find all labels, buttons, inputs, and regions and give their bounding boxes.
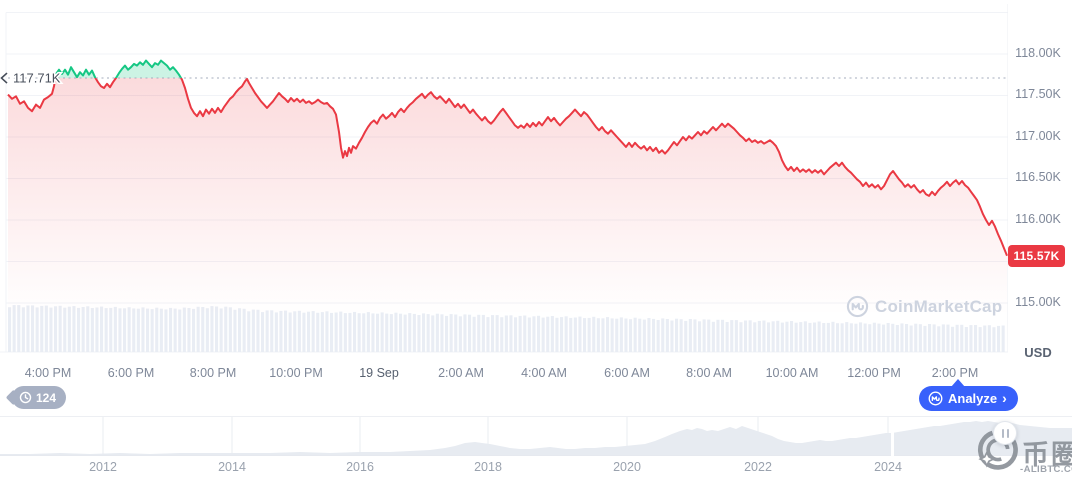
site-watermark: 币圈网 -ALIBTC.COM- — [966, 417, 1072, 477]
cmc-watermark-logo-icon — [846, 295, 869, 318]
open-price-label: 117.71K — [13, 71, 61, 86]
history-count-value: 124 — [36, 390, 57, 405]
y-axis-tick: 117.50K — [1015, 87, 1061, 102]
analyze-tooltip-pointer — [951, 379, 965, 387]
x-axis-tick: 8:00 AM — [686, 366, 732, 380]
clock-icon — [19, 391, 32, 404]
history-minimap[interactable] — [0, 417, 1072, 456]
x-axis-tick: 8:00 PM — [189, 366, 237, 380]
analyze-label: Analyze — [948, 391, 998, 406]
year-label: 2022 — [744, 460, 772, 474]
cmc-watermark: CoinMarketCap — [846, 295, 1002, 318]
price-chart[interactable]: 117.71K — [0, 0, 1008, 360]
x-axis-tick: 2:00 AM — [438, 366, 484, 380]
year-label: 2014 — [218, 460, 246, 474]
site-name: 币圈网 — [1022, 440, 1072, 470]
x-axis: 4:00 PM 6:00 PM 8:00 PM 10:00 PM 19 Sep 2:00 … — [0, 364, 1008, 382]
year-label: 2020 — [613, 460, 641, 474]
x-axis-tick: 4:00 AM — [521, 366, 567, 380]
range-slider[interactable]: 2012 2014 2016 2018 2020 2022 2024 币圈网 -ALIBTC… — [0, 416, 1072, 477]
chevron-right-icon: › — [1002, 390, 1007, 406]
last-price-badge: 115.57K — [1008, 244, 1065, 267]
x-axis-tick: 4:00 PM — [24, 366, 72, 380]
last-price-value: 115.57K — [1013, 248, 1060, 263]
site-logo-icon — [977, 429, 1018, 470]
x-axis-tick: 6:00 AM — [604, 366, 650, 380]
x-axis-tick: 10:00 PM — [269, 366, 323, 380]
y-axis-tick: 116.00K — [1015, 212, 1061, 226]
drag-handle-icon — [1006, 428, 1009, 438]
x-axis-tick: 12:00 PM — [847, 366, 901, 380]
cmc-watermark-text: CoinMarketCap — [875, 296, 1003, 316]
drag-handle-icon — [1001, 428, 1004, 438]
year-label: 2012 — [89, 460, 117, 474]
analyze-button[interactable]: Analyze › — [919, 386, 1018, 411]
year-label: 2024 — [874, 460, 902, 474]
year-label: 2016 — [346, 460, 374, 474]
x-axis-tick: 19 Sep — [359, 366, 399, 380]
year-label: 2018 — [474, 460, 502, 474]
y-axis-tick: 115.00K — [1015, 295, 1061, 310]
open-price-arrow-icon — [0, 72, 8, 84]
history-count-badge[interactable]: 124 — [12, 386, 67, 409]
y-axis-tick: 118.00K — [1015, 45, 1061, 60]
x-axis-tick: 2:00 PM — [931, 366, 979, 380]
range-slider-handle[interactable] — [993, 421, 1017, 445]
y-axis-tick: 117.00K — [1015, 128, 1061, 143]
currency-label: USD — [1024, 345, 1052, 360]
x-axis-tick: 10:00 AM — [765, 366, 819, 380]
range-selection-edge — [891, 417, 894, 456]
x-axis-tick: 6:00 PM — [107, 366, 155, 380]
site-domain: -ALIBTC.COM- — [1020, 464, 1072, 475]
y-axis-tick: 116.50K — [1015, 170, 1061, 185]
cmc-logo-icon — [928, 391, 943, 406]
